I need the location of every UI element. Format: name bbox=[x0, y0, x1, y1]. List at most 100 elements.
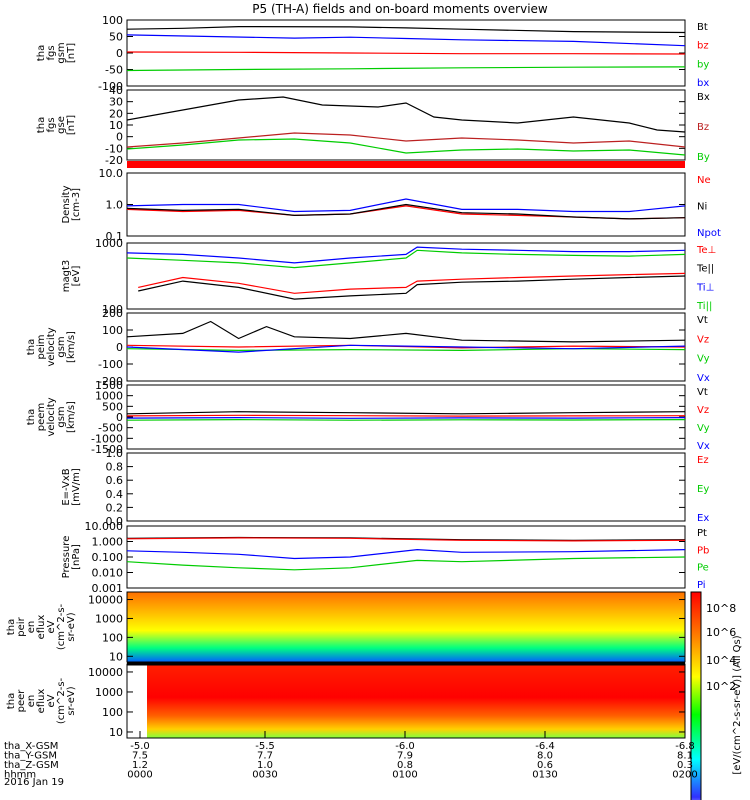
series-line-Vt bbox=[126, 320, 686, 343]
legend-entry: Pe bbox=[697, 563, 709, 574]
y-tick-label: 0.2 bbox=[106, 501, 124, 514]
panel-efield: 1.00.80.60.40.20.0 E=-VxB [mV/m] Ez Ey Ex bbox=[61, 447, 709, 528]
y-tick-label: 30 bbox=[109, 96, 123, 109]
y-axis-label: (cm^2-s- bbox=[56, 677, 67, 724]
x-tick-label: 0.6 bbox=[537, 760, 553, 771]
legend-entry: Ez bbox=[697, 455, 709, 466]
y-tick-label: -50 bbox=[105, 64, 123, 77]
y-axis-label: magt3 bbox=[61, 260, 72, 293]
legend-entry: Pb bbox=[697, 545, 709, 556]
x-row-name: tha_X-GSM bbox=[4, 741, 58, 752]
y-tick-label: 100 bbox=[102, 14, 123, 27]
y-tick-label: 10000 bbox=[88, 666, 123, 679]
x-tick-label: 0.8 bbox=[397, 760, 413, 771]
y-axis-label: tha bbox=[6, 693, 17, 709]
y-axis-label: [cm-3] bbox=[71, 188, 82, 221]
series-line-Vx bbox=[126, 416, 686, 419]
series-line-Vx bbox=[126, 344, 686, 353]
colorbar: 10^8 10^6 10^4 10^2 [eV/(cm^2-s-sr-eV)] … bbox=[690, 591, 743, 800]
y-tick-label: 0 bbox=[116, 47, 123, 60]
series-line-By bbox=[126, 138, 686, 156]
y-axis-label: E=-VxB bbox=[61, 468, 72, 505]
series-line-by bbox=[126, 66, 686, 72]
legend-entry: Vx bbox=[697, 441, 710, 452]
y-tick-label: 40 bbox=[109, 84, 123, 97]
y-axis-label: [km/s] bbox=[66, 401, 77, 433]
legend-entry: Ey bbox=[697, 484, 709, 495]
y-tick-label: 0.1 bbox=[106, 230, 124, 243]
series-line-bx bbox=[126, 34, 686, 47]
y-axis-label: [eV] bbox=[71, 266, 82, 287]
legend-entry: Bz bbox=[697, 122, 709, 133]
x-tick-label: 0000 bbox=[127, 770, 152, 781]
legend-entry: Ti|| bbox=[696, 301, 712, 312]
y-tick-label: 1000 bbox=[95, 612, 123, 625]
series-line-Pe bbox=[126, 556, 686, 571]
y-tick-label: 10000 bbox=[88, 594, 123, 607]
series-line-Ni bbox=[126, 203, 686, 220]
panel-temperature: 1000 100 magt3 [eV] Te⊥ Te|| Ti⊥ Ti|| bbox=[61, 237, 716, 316]
y-axis-label: [nPa] bbox=[71, 544, 82, 570]
y-axis-label: gsm bbox=[56, 406, 67, 427]
x-tick-label: 1.2 bbox=[132, 760, 148, 771]
y-tick-label: 0.010 bbox=[92, 567, 124, 580]
x-tick-label: 7.7 bbox=[257, 751, 273, 762]
legend-entry: Bt bbox=[697, 22, 708, 33]
y-axis-label: eflux bbox=[36, 689, 47, 714]
series-line-Ne bbox=[126, 205, 686, 220]
legend-entry: Ti⊥ bbox=[696, 282, 714, 293]
x-row-name: hhmm bbox=[4, 770, 36, 781]
legend-entry: Pi bbox=[697, 580, 706, 591]
x-tick-label: -6.8 bbox=[675, 741, 695, 752]
y-axis-label: eV bbox=[46, 694, 57, 707]
colorbar-tick: 10^4 bbox=[706, 654, 736, 667]
y-tick-label: 1000 bbox=[95, 686, 123, 699]
y-axis-label: peer bbox=[16, 689, 27, 713]
y-axis-label: eV bbox=[46, 620, 57, 633]
legend-entry: Pt bbox=[697, 528, 707, 539]
x-tick-label: -6.4 bbox=[535, 741, 555, 752]
series-line-Pi bbox=[126, 548, 686, 560]
legend-entry: Ne bbox=[697, 175, 711, 186]
y-axis-label: sr-eV) bbox=[66, 686, 77, 715]
y-tick-label: 500 bbox=[102, 400, 123, 413]
x-tick-label: 0.3 bbox=[677, 760, 693, 771]
y-axis-label: peim bbox=[36, 334, 47, 359]
y-tick-label: 0.0 bbox=[106, 515, 124, 528]
y-axis-label: peem bbox=[36, 403, 47, 431]
red-band-mark bbox=[127, 161, 685, 168]
y-axis-label: eflux bbox=[36, 615, 47, 640]
y-tick-label: -1000 bbox=[91, 432, 123, 445]
series-line-Ti⊥ bbox=[126, 246, 686, 264]
y-axis-label: en bbox=[26, 695, 37, 708]
x-tick-label: 8.1 bbox=[677, 751, 693, 762]
spectrogram-fill bbox=[147, 664, 685, 738]
colorbar-gradient bbox=[690, 591, 702, 800]
y-tick-label: 1500 bbox=[95, 379, 123, 392]
panel-frame bbox=[126, 525, 686, 589]
y-axis-label: sr-eV) bbox=[66, 612, 77, 641]
legend-entry: Vt bbox=[697, 315, 708, 326]
y-tick-label: 10 bbox=[109, 726, 123, 739]
series-line-Te⊥ bbox=[138, 272, 686, 294]
x-tick-label: -6.0 bbox=[395, 741, 415, 752]
x-tick-label: 1.0 bbox=[257, 760, 273, 771]
x-tick-label: 7.5 bbox=[132, 751, 148, 762]
series-line-Pb bbox=[126, 537, 686, 542]
series-line-Bx bbox=[126, 96, 686, 133]
x-tick-label: 7.9 bbox=[397, 751, 413, 762]
series-line-Npot bbox=[126, 198, 686, 213]
x-row-name: tha_Y-GSM bbox=[4, 751, 57, 762]
chart-title: P5 (TH-A) fields and on-board moments ov… bbox=[252, 2, 548, 16]
x-axis-footer: tha_X-GSM -5.0 -5.5 -6.0 -6.4 -6.8 tha_Y-GSM 7.… bbox=[4, 731, 698, 781]
y-axis-label: gse bbox=[56, 116, 67, 134]
y-tick-label: 0.100 bbox=[92, 551, 124, 564]
series-line-Bt bbox=[126, 25, 686, 34]
y-tick-label: 0.001 bbox=[92, 582, 124, 595]
y-tick-label: 200 bbox=[102, 307, 123, 320]
y-tick-label: 0 bbox=[116, 131, 123, 144]
y-tick-label: 0.4 bbox=[106, 488, 124, 501]
